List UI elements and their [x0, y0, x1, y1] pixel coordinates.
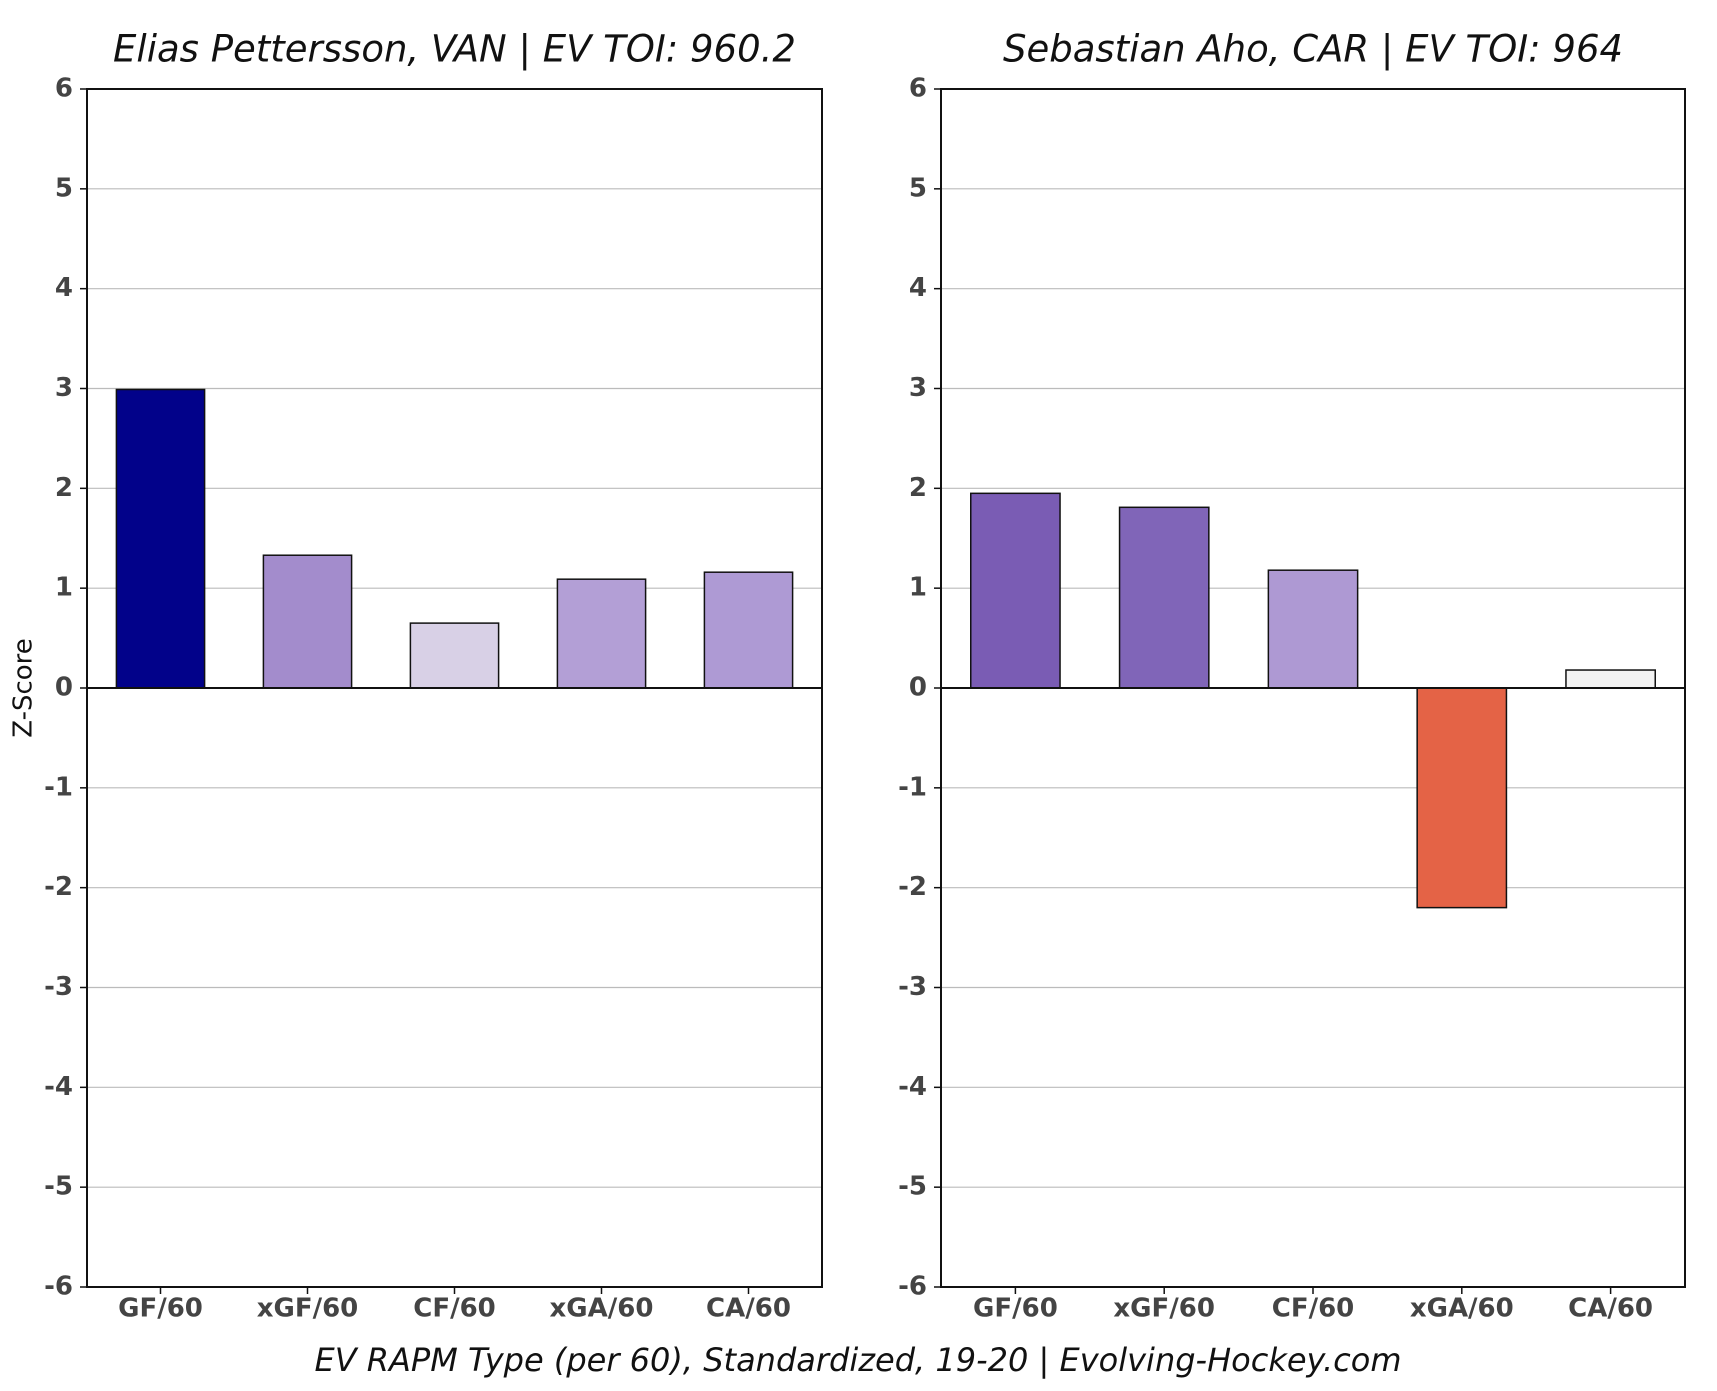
y-tick-label: 5 — [55, 173, 73, 203]
y-axis-label: Z-Score — [9, 638, 39, 738]
bar — [1565, 669, 1656, 689]
x-tick-label: xGA/60 — [1410, 1294, 1514, 1324]
x-tick-label: xGF/60 — [257, 1294, 359, 1324]
y-tick-label: 5 — [909, 173, 927, 203]
bar — [1267, 569, 1359, 689]
y-tick-label: 4 — [55, 273, 73, 303]
y-tick-label: 6 — [909, 74, 927, 104]
bar — [409, 622, 500, 689]
y-tick-label: -5 — [898, 1172, 927, 1202]
x-tick-label: xGA/60 — [550, 1294, 654, 1324]
y-tick-label: 3 — [909, 373, 927, 403]
y-tick-label: -6 — [898, 1272, 927, 1302]
bar — [556, 578, 647, 689]
bar — [262, 554, 353, 689]
bar — [703, 571, 794, 689]
y-tick-label: 4 — [909, 273, 927, 303]
footer: EV RAPM Type (per 60), Standardized, 19-… — [314, 1341, 1401, 1379]
y-tick-label: -6 — [44, 1272, 73, 1302]
x-tick-label: GF/60 — [973, 1294, 1058, 1324]
x-tick-label: GF/60 — [118, 1294, 203, 1324]
x-tick-label: CA/60 — [1568, 1294, 1653, 1324]
x-tick-label: CA/60 — [706, 1294, 791, 1324]
y-tick-label: -2 — [44, 872, 73, 902]
y-tick-label: -2 — [898, 872, 927, 902]
y-tick-label: -5 — [44, 1172, 73, 1202]
y-tick-label: -3 — [44, 972, 73, 1002]
x-tick-label: CF/60 — [413, 1294, 496, 1324]
plot-frame — [940, 88, 1686, 1288]
y-tick-label: -1 — [898, 772, 927, 802]
bar — [1416, 687, 1508, 909]
y-tick-label: -1 — [44, 772, 73, 802]
y-tick-label: 0 — [909, 673, 927, 703]
y-tick-label: 1 — [909, 573, 927, 603]
y-tick-label: 1 — [55, 573, 73, 603]
y-tick-label: -4 — [898, 1072, 927, 1102]
bar — [970, 492, 1061, 689]
y-tick-label: 3 — [55, 373, 73, 403]
x-tick-label: xGF/60 — [1113, 1294, 1215, 1324]
y-tick-label: -4 — [44, 1072, 73, 1102]
x-tick-label: CF/60 — [1272, 1294, 1355, 1324]
y-tick-label: 6 — [55, 74, 73, 104]
y-tick-label: -3 — [898, 972, 927, 1002]
bar — [1118, 506, 1210, 689]
plot-frame — [86, 88, 823, 1288]
chart-title: Elias Pettersson, VAN | EV TOI: 960.2 — [113, 28, 796, 71]
chart-title: Sebastian Aho, CAR | EV TOI: 964 — [1003, 28, 1623, 71]
y-tick-label: 0 — [55, 673, 73, 703]
y-tick-label: 2 — [55, 473, 73, 503]
y-tick-label: 2 — [909, 473, 927, 503]
bar — [115, 388, 206, 689]
